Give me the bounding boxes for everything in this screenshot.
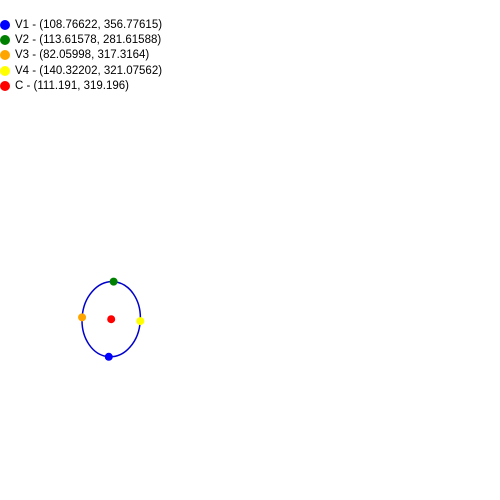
legend-label-v1: V1 - (108.76622, 356.77615) [15, 18, 163, 31]
point-v1 [104, 352, 113, 361]
v3-marker-icon [0, 50, 10, 61]
legend-label-c: C - (111.191, 319.196) [15, 79, 130, 92]
point-v3 [78, 313, 87, 322]
point-v4 [136, 317, 145, 326]
c-marker-icon [0, 80, 10, 91]
legend-item-c: C - (111.191, 319.196) [0, 78, 162, 93]
legend-item-v1: V1 - (108.76622, 356.77615) [0, 17, 162, 32]
legend-item-v3: V3 - (82.05998, 317.3164) [0, 48, 162, 63]
point-c [107, 315, 116, 324]
point-v2 [109, 277, 118, 286]
legend-item-v4: V4 - (140.32202, 321.07562) [0, 63, 162, 78]
legend: V1 - (108.76622, 356.77615) V2 - (113.61… [0, 17, 162, 93]
legend-label-v4: V4 - (140.32202, 321.07562) [15, 64, 163, 77]
points-layer [78, 277, 145, 361]
v4-marker-icon [0, 65, 10, 76]
legend-label-v3: V3 - (82.05998, 317.3164) [15, 49, 150, 62]
legend-label-v2: V2 - (113.61578, 281.61588) [15, 33, 162, 46]
v2-marker-icon [0, 34, 10, 45]
legend-item-v2: V2 - (113.61578, 281.61588) [0, 32, 162, 47]
v1-marker-icon [0, 19, 10, 30]
